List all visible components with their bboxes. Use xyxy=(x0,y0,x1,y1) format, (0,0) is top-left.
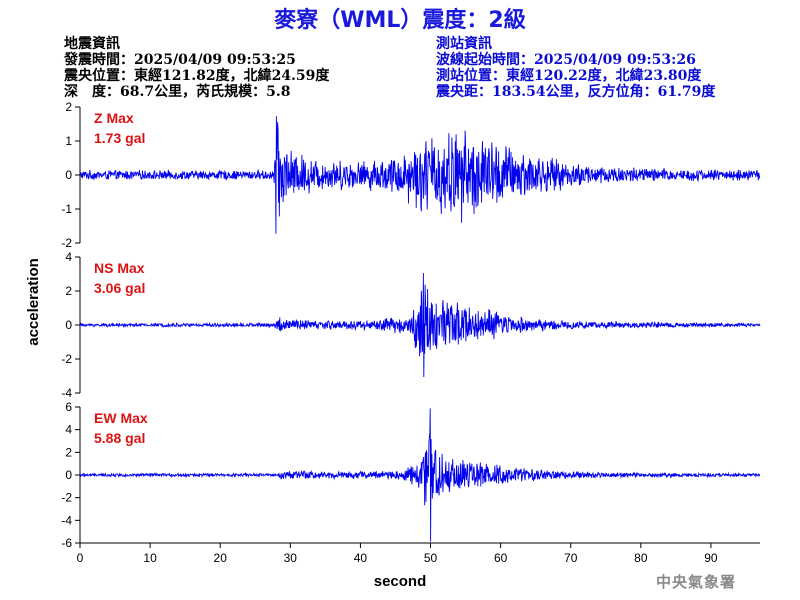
x-tick-label: 40 xyxy=(354,551,368,565)
x-tick-label: 80 xyxy=(634,551,648,565)
origin-time: 發震時間：2025/04/09 09:53:25 xyxy=(64,52,296,68)
y-tick-label: -6 xyxy=(61,536,72,550)
earthquake-info-block: 地震資訊 發震時間：2025/04/09 09:53:25 震央位置：東經121… xyxy=(64,36,329,100)
x-tick-label: 60 xyxy=(494,551,508,565)
max-value-label: 3.06 gal xyxy=(94,280,145,296)
x-tick-label: 20 xyxy=(214,551,228,565)
panel-ew: -6 -4 -2 0 2 4 6 EW Max 5.88 gal xyxy=(61,400,761,550)
x-tick-label: 70 xyxy=(564,551,578,565)
y-tick-label: 4 xyxy=(65,423,72,437)
y-tick-label: 0 xyxy=(65,468,72,482)
x-tick-label: 0 xyxy=(77,551,84,565)
epicentral-distance-azimuth: 震央距：183.54公里，反方位角：61.79度 xyxy=(436,84,716,100)
y-tick-label: 1 xyxy=(65,134,72,148)
y-tick-label: 4 xyxy=(65,250,72,264)
max-value-label: 1.73 gal xyxy=(94,130,145,146)
waveform-ns xyxy=(79,272,761,378)
y-tick-label: 6 xyxy=(65,400,72,414)
depth-magnitude: 深 度：68.7公里，芮氏規模：5.8 xyxy=(64,84,291,100)
panel-z: -2 -1 0 1 2 Z Max 1.73 gal xyxy=(61,100,761,250)
station-info-heading: 測站資訊 xyxy=(436,36,492,52)
waveform-start-time: 波線起始時間：2025/04/09 09:53:26 xyxy=(436,52,696,68)
x-tick-label: 50 xyxy=(424,551,438,565)
y-tick-label: -1 xyxy=(61,202,72,216)
x-axis-label: second xyxy=(374,573,427,590)
y-tick-label: 0 xyxy=(65,168,72,182)
earthquake-info-heading: 地震資訊 xyxy=(64,36,120,52)
x-tick-label: 10 xyxy=(143,551,157,565)
max-label: NS Max xyxy=(94,260,145,276)
organization-footer: 中央氣象署 xyxy=(656,573,737,591)
waveform-ew xyxy=(79,408,761,542)
y-tick-label: -2 xyxy=(61,491,72,505)
y-tick-label: -2 xyxy=(61,352,72,366)
epicenter-location: 震央位置：東經121.82度，北緯24.59度 xyxy=(64,68,330,84)
max-label: EW Max xyxy=(94,410,148,426)
y-tick-label: -4 xyxy=(61,513,72,527)
x-axis: 0 10 20 30 40 50 60 70 80 90 xyxy=(77,542,760,565)
y-tick-label: -4 xyxy=(61,386,72,400)
waveform-z xyxy=(79,116,761,234)
station-info-block: 測站資訊 波線起始時間：2025/04/09 09:53:26 測站位置：東經1… xyxy=(436,36,715,100)
x-tick-label: 30 xyxy=(284,551,298,565)
x-tick-label: 90 xyxy=(704,551,718,565)
y-tick-label: 2 xyxy=(65,445,72,459)
station-location: 測站位置：東經120.22度，北緯23.80度 xyxy=(436,68,702,84)
chart-title: 麥寮（WML）震度：2級 xyxy=(274,8,526,33)
y-tick-label: 2 xyxy=(65,100,72,114)
y-tick-label: 2 xyxy=(65,284,72,298)
y-tick-label: -2 xyxy=(61,236,72,250)
y-tick-label: 0 xyxy=(65,318,72,332)
y-axis-label: acceleration xyxy=(25,258,42,346)
max-label: Z Max xyxy=(94,110,134,126)
max-value-label: 5.88 gal xyxy=(94,430,145,446)
panel-ns: -4 -2 0 2 4 NS Max 3.06 gal xyxy=(61,250,761,400)
